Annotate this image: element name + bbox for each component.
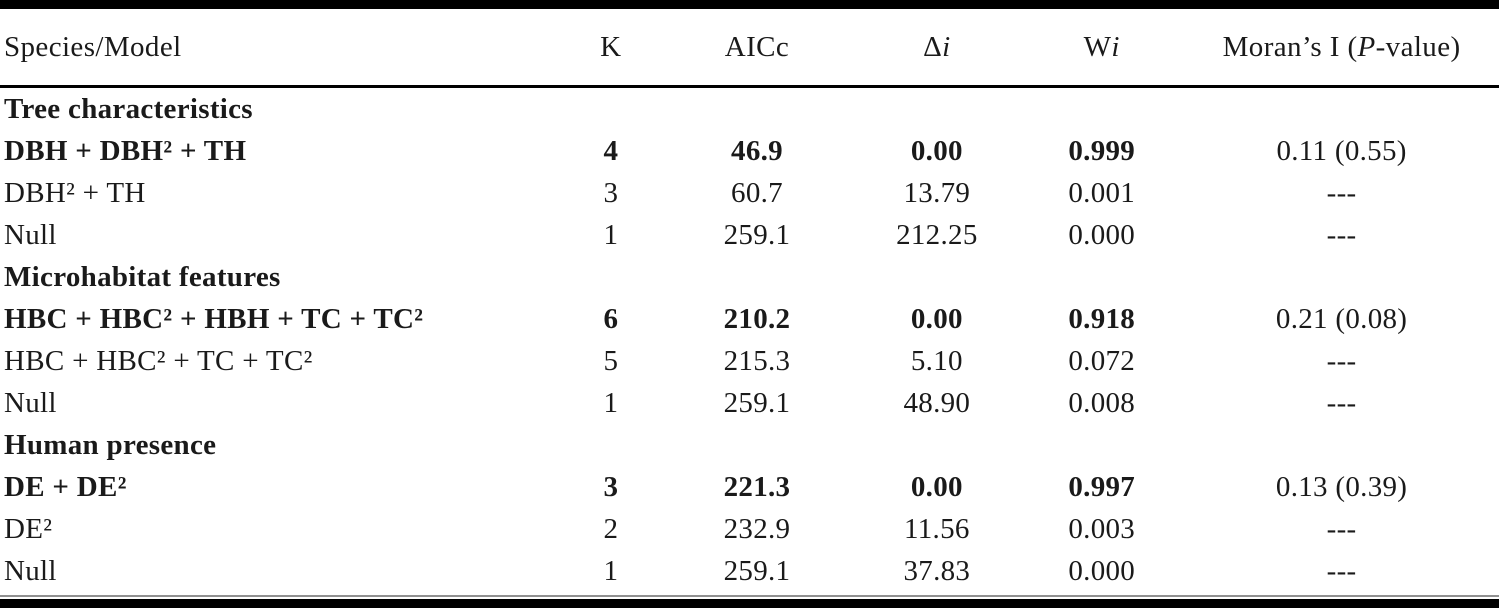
moran-cell: --- xyxy=(1326,218,1357,251)
aicc-cell: 259.1 xyxy=(723,218,791,251)
delta-cell: 212.25 xyxy=(896,218,978,251)
column-header-k: K xyxy=(562,9,660,88)
model-row: Null 1 259.1 48.90 0.008 --- xyxy=(0,382,1499,424)
section-title-row: Microhabitat features xyxy=(0,256,1499,298)
model-row: DBH + DBH² + TH 4 46.9 0.00 0.999 0.11 (… xyxy=(0,130,1499,172)
k-cell: 5 xyxy=(603,344,619,377)
aicc-cell: 210.2 xyxy=(723,302,791,335)
model-row: HBC + HBC² + HBH + TC + TC² 6 210.2 0.00… xyxy=(0,298,1499,340)
aicc-cell: 232.9 xyxy=(723,512,791,545)
delta-symbol: Δ xyxy=(923,30,943,63)
k-cell: 2 xyxy=(603,512,619,545)
k-cell: 1 xyxy=(603,218,619,251)
weight-cell: 0.003 xyxy=(1068,512,1136,545)
moran-cell: --- xyxy=(1326,554,1357,587)
model-cell: DE² xyxy=(4,512,53,545)
section-title: Microhabitat features xyxy=(4,260,281,293)
aicc-cell: 60.7 xyxy=(731,176,783,209)
aicc-cell: 46.9 xyxy=(731,134,783,167)
model-cell: HBC + HBC² + HBH + TC + TC² xyxy=(4,302,424,335)
moran-cell: --- xyxy=(1326,386,1357,419)
weight-cell: 0.999 xyxy=(1068,134,1136,167)
column-header-wi: Wi xyxy=(1019,9,1185,88)
delta-cell: 13.79 xyxy=(903,176,971,209)
section-title-row: Tree characteristics xyxy=(0,87,1499,131)
section-title: Tree characteristics xyxy=(4,92,253,125)
aicc-cell: 259.1 xyxy=(723,554,791,587)
aicc-cell: 259.1 xyxy=(723,386,791,419)
moran-label-post: -value) xyxy=(1375,30,1461,63)
delta-cell: 37.83 xyxy=(903,554,971,587)
k-cell: 3 xyxy=(603,176,619,209)
table-bottom-rule-thick xyxy=(0,599,1499,608)
moran-cell: 0.21 (0.08) xyxy=(1275,302,1408,335)
model-row: HBC + HBC² + TC + TC² 5 215.3 5.10 0.072… xyxy=(0,340,1499,382)
moran-cell: --- xyxy=(1326,176,1357,209)
k-cell: 4 xyxy=(603,134,619,167)
weight-cell: 0.000 xyxy=(1068,218,1136,251)
weight-cell: 0.072 xyxy=(1068,344,1136,377)
delta-i-italic: i xyxy=(942,30,951,63)
model-cell: DE + DE² xyxy=(4,470,127,503)
column-header-moran: Moran’s I (P-value) xyxy=(1184,9,1499,88)
weight-cell: 0.001 xyxy=(1068,176,1136,209)
model-selection-table: Species/Model K AICc Δi Wi Moran’s I (P-… xyxy=(0,9,1499,592)
section-title-row: Human presence xyxy=(0,424,1499,466)
aicc-cell: 221.3 xyxy=(723,470,791,503)
table-top-rule xyxy=(0,0,1499,9)
k-cell: 6 xyxy=(603,302,619,335)
column-header-delta-i: Δi xyxy=(854,9,1020,88)
delta-cell: 48.90 xyxy=(903,386,971,419)
column-header-row: Species/Model K AICc Δi Wi Moran’s I (P-… xyxy=(0,9,1499,88)
moran-label-pre: Moran’s I ( xyxy=(1222,30,1358,63)
model-cell: HBC + HBC² + TC + TC² xyxy=(4,344,313,377)
model-row: DE² 2 232.9 11.56 0.003 --- xyxy=(0,508,1499,550)
k-cell: 3 xyxy=(603,470,619,503)
moran-cell: 0.13 (0.39) xyxy=(1275,470,1408,503)
model-cell: DBH + DBH² + TH xyxy=(4,134,247,167)
model-cell: Null xyxy=(4,554,57,587)
weight-cell: 0.918 xyxy=(1068,302,1136,335)
k-cell: 1 xyxy=(603,554,619,587)
w-symbol: W xyxy=(1083,30,1112,63)
weight-cell: 0.008 xyxy=(1068,386,1136,419)
delta-cell: 5.10 xyxy=(910,344,963,377)
model-row: DE + DE² 3 221.3 0.00 0.997 0.13 (0.39) xyxy=(0,466,1499,508)
model-cell: Null xyxy=(4,386,57,419)
model-row: DBH² + TH 3 60.7 13.79 0.001 --- xyxy=(0,172,1499,214)
delta-cell: 0.00 xyxy=(910,134,963,167)
delta-cell: 0.00 xyxy=(910,302,963,335)
column-header-species-model: Species/Model xyxy=(0,9,563,88)
k-cell: 1 xyxy=(603,386,619,419)
column-header-aicc: AICc xyxy=(659,9,855,88)
moran-cell: 0.11 (0.55) xyxy=(1276,134,1407,167)
model-cell: Null xyxy=(4,218,57,251)
aicc-cell: 215.3 xyxy=(723,344,791,377)
moran-p-italic: P xyxy=(1357,30,1376,63)
delta-cell: 0.00 xyxy=(910,470,963,503)
moran-cell: --- xyxy=(1326,512,1357,545)
moran-cell: --- xyxy=(1326,344,1357,377)
model-cell: DBH² + TH xyxy=(4,176,146,209)
model-row: Null 1 259.1 212.25 0.000 --- xyxy=(0,214,1499,256)
table-bottom-rule-thin xyxy=(0,595,1499,597)
model-row: Null 1 259.1 37.83 0.000 --- xyxy=(0,550,1499,592)
weight-cell: 0.997 xyxy=(1068,470,1136,503)
weight-cell: 0.000 xyxy=(1068,554,1136,587)
delta-cell: 11.56 xyxy=(904,512,970,545)
section-title: Human presence xyxy=(4,428,217,461)
w-i-italic: i xyxy=(1111,30,1120,63)
